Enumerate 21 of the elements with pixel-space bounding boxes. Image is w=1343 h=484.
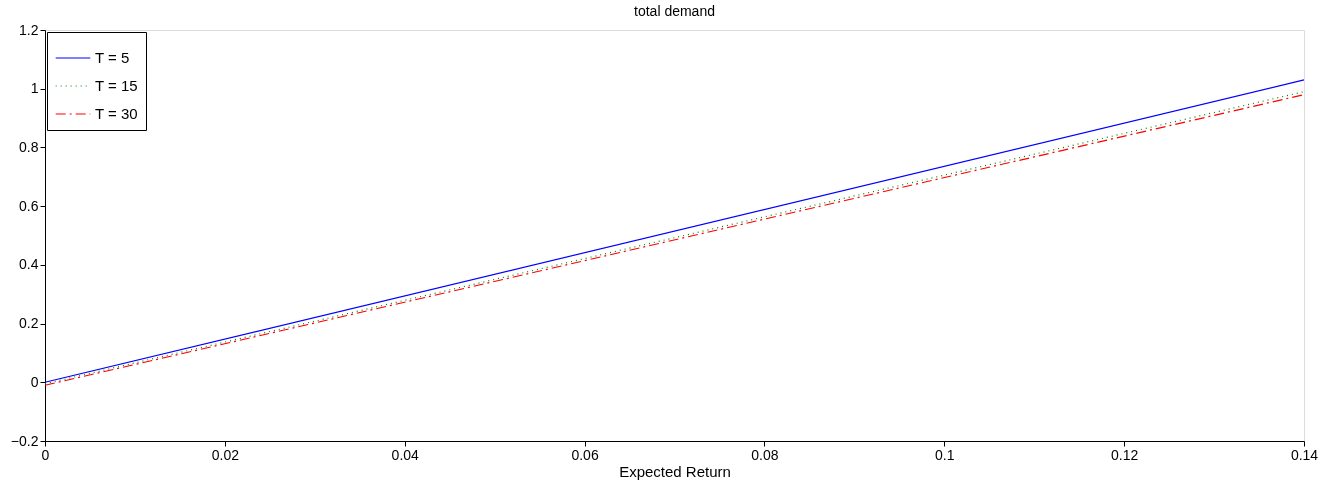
- legend-label: T = 30: [95, 105, 138, 122]
- x-tick-label: 0.14: [1290, 446, 1319, 463]
- x-tick-label: 0: [41, 446, 50, 463]
- x-tick-label: 0.08: [751, 446, 779, 463]
- y-tick-label: 0.4: [19, 256, 39, 273]
- x-tick-label: 0.1: [935, 446, 955, 463]
- y-tick-label: 0.8: [19, 138, 39, 155]
- chart-title: total demand: [634, 3, 715, 19]
- y-tick-label: 1: [30, 80, 39, 97]
- legend-label: T = 15: [95, 77, 138, 94]
- x-tick-label: 0.12: [1111, 446, 1139, 463]
- x-tick-label: 0.04: [391, 446, 420, 463]
- y-tick-label: 0.6: [19, 197, 39, 214]
- y-tick-label: 0: [30, 373, 39, 390]
- legend-label: T = 5: [95, 49, 130, 66]
- x-tick-label: 0.06: [571, 446, 599, 463]
- y-tick-label: 0.2: [19, 315, 39, 332]
- y-tick-label: −0.2: [10, 432, 39, 449]
- x-tick-label: 0.02: [211, 446, 240, 463]
- x-axis-title: Expected Return: [619, 462, 731, 480]
- y-tick-label: 1.2: [19, 21, 39, 38]
